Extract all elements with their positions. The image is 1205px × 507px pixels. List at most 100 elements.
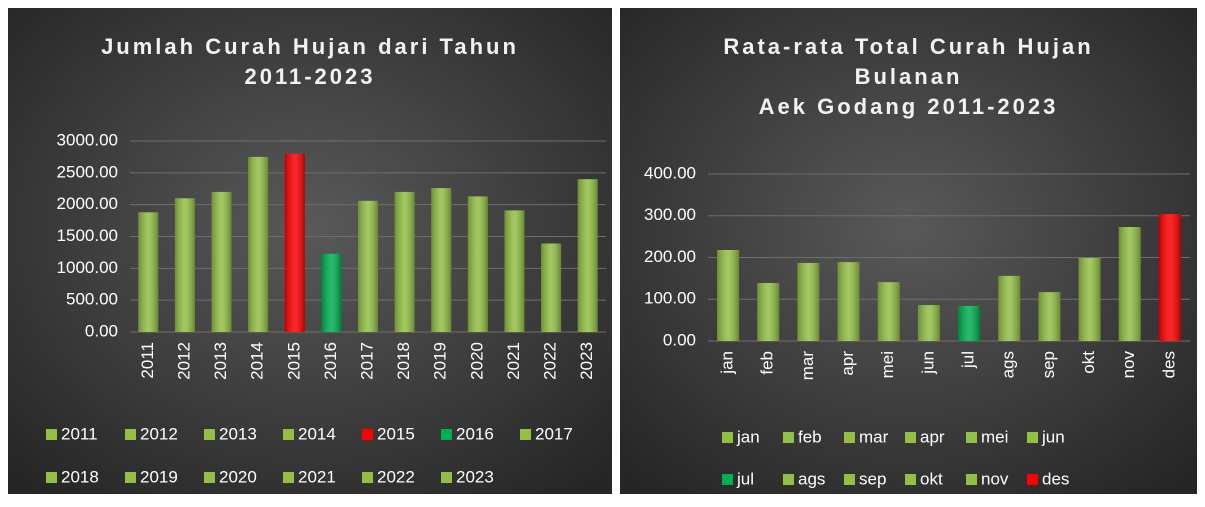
chart-title: Jumlah Curah Hujan dari Tahun: [101, 34, 519, 59]
bar-shade: [248, 156, 269, 332]
x-tick-label: mar: [798, 351, 817, 381]
y-tick-label: 500.00: [66, 290, 118, 309]
chart-background: [620, 8, 1197, 494]
bar-shade: [321, 253, 342, 332]
legend-marker: [441, 472, 452, 483]
x-tick-label: 2014: [248, 342, 267, 380]
bar-shade: [917, 305, 940, 341]
legend-label: 2018: [61, 467, 99, 486]
x-tick-label: 2019: [431, 342, 450, 380]
bar-shade: [541, 243, 562, 332]
x-tick-label: okt: [1079, 351, 1098, 374]
x-tick-label: sep: [1039, 351, 1058, 378]
bar-shade: [1078, 257, 1101, 341]
legend-label: 2021: [298, 467, 336, 486]
chart-panel: Jumlah Curah Hujan dari Tahun 2011-2023 0.…: [8, 8, 612, 494]
bar-shade: [284, 153, 305, 332]
legend-marker: [844, 432, 855, 443]
legend-marker: [283, 472, 294, 483]
legend-label: 2015: [377, 424, 415, 443]
legend-label: mei: [981, 427, 1008, 446]
legend-marker: [204, 429, 215, 440]
chart-panel: Rata-rata Total Curah Hujan Bulanan Aek Go…: [620, 8, 1197, 494]
bar-shade: [837, 262, 860, 341]
bar-shade: [394, 191, 415, 332]
legend-marker: [362, 429, 373, 440]
bar-shade: [577, 179, 598, 332]
y-tick-label: 200.00: [644, 247, 696, 266]
x-tick-label: 2011: [138, 342, 157, 379]
legend-label: des: [1042, 469, 1069, 488]
x-tick-label: 2015: [284, 342, 303, 380]
bar-shade: [138, 212, 159, 332]
legend-marker: [783, 474, 794, 485]
bar-shade: [211, 191, 232, 332]
legend-marker: [966, 432, 977, 443]
legend-label: 2023: [456, 467, 494, 486]
y-tick-label: 100.00: [644, 289, 696, 308]
x-tick-label: des: [1159, 351, 1178, 378]
x-tick-label: 2012: [174, 342, 193, 380]
legend-label: sep: [859, 469, 886, 488]
x-tick-label: jun: [918, 351, 937, 375]
bar-shade: [757, 282, 780, 341]
bar-shade: [431, 188, 452, 332]
legend-label: jul: [736, 469, 754, 488]
legend-label: 2020: [219, 467, 257, 486]
y-tick-label: 3000.00: [57, 130, 118, 149]
x-tick-label: apr: [838, 351, 857, 376]
x-tick-label: mei: [878, 351, 897, 378]
y-tick-label: 2000.00: [57, 194, 118, 213]
legend-marker: [722, 474, 733, 485]
legend-label: 2014: [298, 424, 336, 443]
legend-marker: [362, 472, 373, 483]
bar-shade: [877, 282, 900, 341]
chart-title: 2011-2023: [245, 64, 376, 89]
bar-shade: [467, 196, 488, 332]
legend-marker: [722, 432, 733, 443]
x-tick-label: 2018: [394, 342, 413, 380]
y-tick-label: 2500.00: [57, 162, 118, 181]
y-tick-label: 1500.00: [57, 226, 118, 245]
x-tick-label: 2016: [321, 342, 340, 380]
bar-shade: [358, 200, 378, 332]
x-tick-label: 2022: [541, 342, 560, 380]
y-tick-label: 0.00: [663, 330, 696, 349]
x-tick-label: 2020: [467, 342, 486, 380]
legend-label: ags: [798, 469, 825, 488]
legend-marker: [905, 432, 916, 443]
legend-marker: [1027, 474, 1038, 485]
legend-label: jan: [736, 427, 760, 446]
x-tick-label: ags: [999, 351, 1018, 378]
legend-label: feb: [798, 427, 822, 446]
bar-shade: [797, 262, 820, 341]
bar-shade: [504, 210, 525, 332]
legend-marker: [783, 432, 794, 443]
bar-shade: [958, 305, 981, 341]
x-tick-label: 2017: [357, 342, 376, 380]
bar-shade: [717, 249, 740, 341]
bar-shade: [1038, 292, 1061, 341]
x-tick-label: 2021: [504, 342, 523, 380]
y-tick-label: 400.00: [644, 163, 696, 182]
legend-marker: [520, 429, 531, 440]
legend-marker: [204, 472, 215, 483]
legend-marker: [283, 429, 294, 440]
bar-shade: [174, 198, 195, 332]
legend-label: nov: [981, 469, 1009, 488]
legend-label: 2011: [61, 424, 98, 443]
legend-marker: [905, 474, 916, 485]
y-tick-label: 1000.00: [57, 258, 118, 277]
legend-label: 2012: [140, 424, 178, 443]
legend-marker: [1027, 432, 1038, 443]
x-tick-label: feb: [758, 351, 777, 375]
y-tick-label: 0.00: [85, 321, 118, 340]
chart-title: Rata-rata Total Curah Hujan: [723, 34, 1093, 59]
legend-marker: [844, 474, 855, 485]
x-tick-label: 2013: [211, 342, 230, 380]
legend-label: 2017: [535, 424, 573, 443]
legend-label: 2022: [377, 467, 415, 486]
legend-marker: [125, 472, 136, 483]
